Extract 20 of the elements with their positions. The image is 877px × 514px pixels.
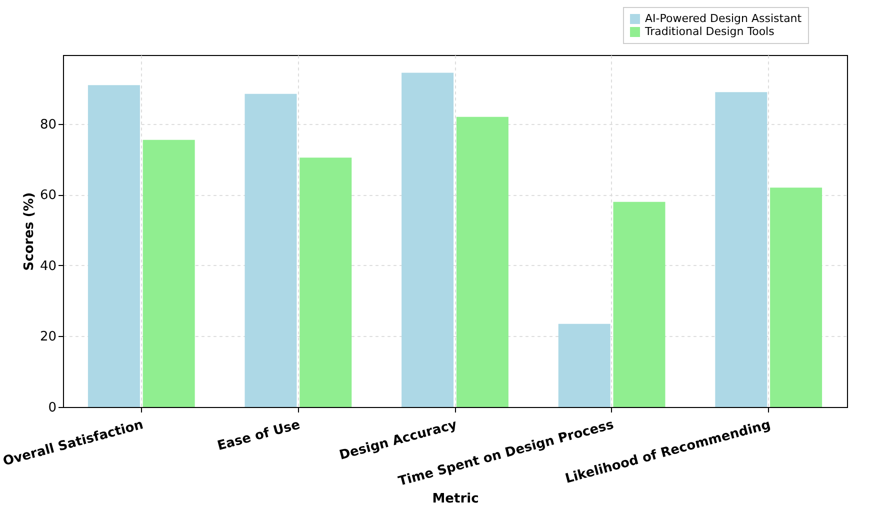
x-axis-title: Metric bbox=[432, 492, 479, 507]
y-tick-label: 80 bbox=[40, 117, 56, 132]
bar bbox=[300, 158, 352, 407]
bar bbox=[88, 85, 140, 407]
bar bbox=[456, 116, 508, 407]
x-tick-label: Ease of Use bbox=[216, 417, 302, 454]
bar bbox=[558, 324, 610, 407]
bar bbox=[244, 94, 297, 407]
bar bbox=[715, 92, 768, 407]
bar bbox=[142, 140, 195, 407]
y-axis-title: Scores (%) bbox=[22, 192, 37, 271]
bar bbox=[770, 188, 822, 407]
y-tick-label: 0 bbox=[48, 400, 56, 416]
bar bbox=[402, 72, 454, 407]
y-tick-label: 60 bbox=[40, 188, 56, 204]
y-tick-label: 20 bbox=[40, 330, 56, 345]
legend-label: Traditional Design Tools bbox=[644, 25, 775, 38]
legend-label: AI-Powered Design Assistant bbox=[645, 12, 802, 25]
bar bbox=[613, 202, 666, 407]
y-tick-label: 40 bbox=[40, 258, 56, 274]
